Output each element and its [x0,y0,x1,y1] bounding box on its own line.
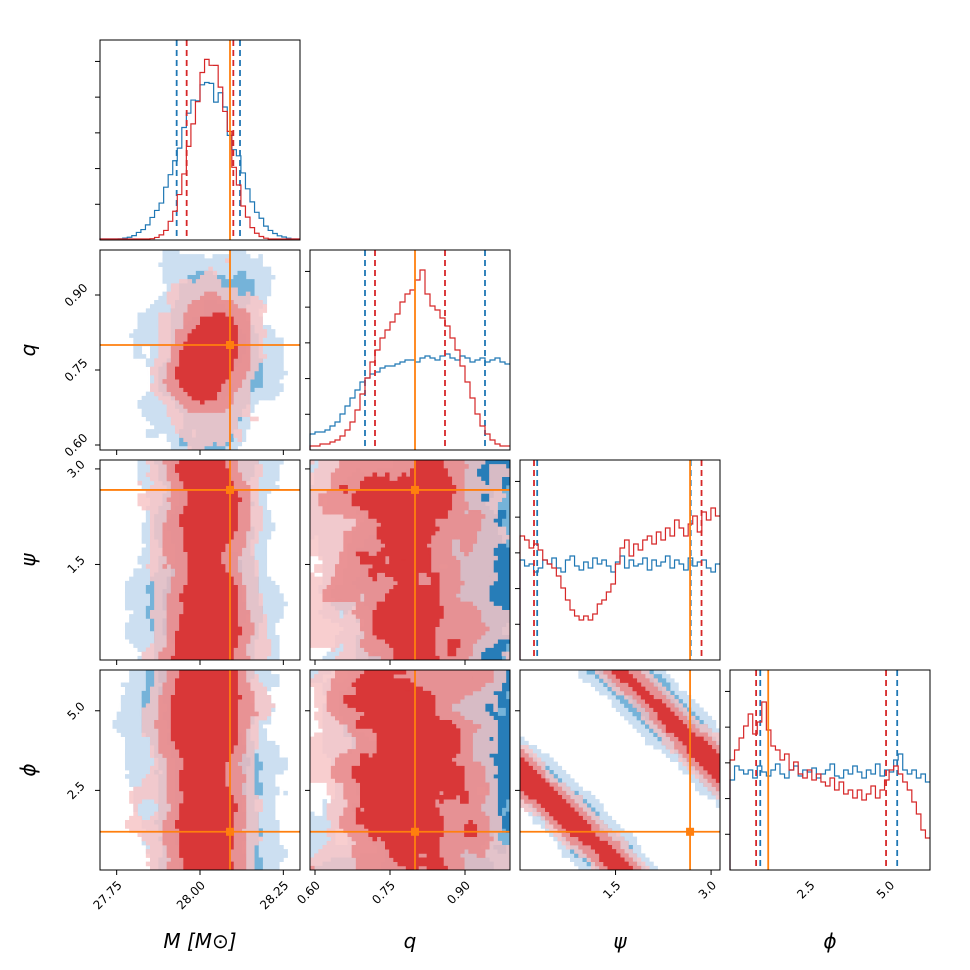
truth-marker [226,827,234,836]
panel-q-phi [310,670,510,870]
density-red [125,670,276,870]
truth-marker [226,341,234,349]
y-axis-label-psi: ψ [16,553,40,567]
panel-frame [309,459,511,661]
histogram-phi [729,670,930,870]
histogram-psi [519,460,720,660]
y-tick-label-q: 0.60 [62,431,91,460]
y-tick-label-q: 0.75 [62,356,91,385]
panel-M-phi [100,670,300,870]
x-tick-label-phi: 2.5 [794,878,817,901]
x-tick-label-M: 28.00 [174,878,208,912]
hist-line-red [729,701,930,870]
hist-line-blue [99,81,300,240]
panel-frame [729,669,931,871]
x-tick-label-psi: 3.0 [696,878,719,901]
corner-panels [95,39,931,875]
x-axis-label-psi: ψ [613,929,627,953]
x-axis-label-M: M [M⊙] [163,929,236,953]
x-tick-label-psi: 1.5 [600,878,623,901]
histogram-q [309,250,510,450]
y-tick-label-psi: 3.0 [64,457,87,480]
density-red [520,670,720,870]
panel-psi-phi [520,670,720,870]
panel-frame [309,669,511,871]
x-tick-label-q: 0.60 [294,878,323,907]
panel-frame [99,39,301,241]
y-axis-label-q: q [16,344,40,357]
x-tick-label-phi: 5.0 [874,878,897,901]
panel-frame [519,669,721,871]
x-tick-label-M: 28.25 [257,878,291,912]
hist-line-red [309,269,510,450]
x-tick-label-M: 27.75 [91,878,125,912]
y-tick-label-phi: 5.0 [64,699,87,722]
truth-marker [686,827,695,836]
x-axis-label-phi: ϕ [823,929,836,953]
y-tick-label-phi: 2.5 [64,779,87,802]
y-tick-label-psi: 1.5 [64,553,87,576]
panel-frame [309,249,511,451]
hist-line-blue [309,353,510,450]
panel-frame [519,459,721,661]
y-tick-label-q: 0.90 [62,281,91,310]
hist-line-red [519,507,720,660]
density-red [310,670,510,870]
panel-M-q [100,250,300,450]
panel-q-psi [310,460,510,660]
hist-line-red [99,58,300,240]
y-axis-label-phi: ϕ [16,763,40,776]
density-red [310,460,510,660]
truth-marker [411,827,419,836]
panel-M-psi [100,460,300,660]
x-tick-label-q: 0.90 [444,878,473,907]
x-axis-label-q: q [404,929,417,953]
hist-line-blue [729,753,930,870]
x-tick-label-q: 0.75 [369,878,398,907]
truth-marker [226,485,234,494]
density-red [150,250,267,450]
truth-marker [411,485,419,494]
histogram-M [99,40,300,240]
